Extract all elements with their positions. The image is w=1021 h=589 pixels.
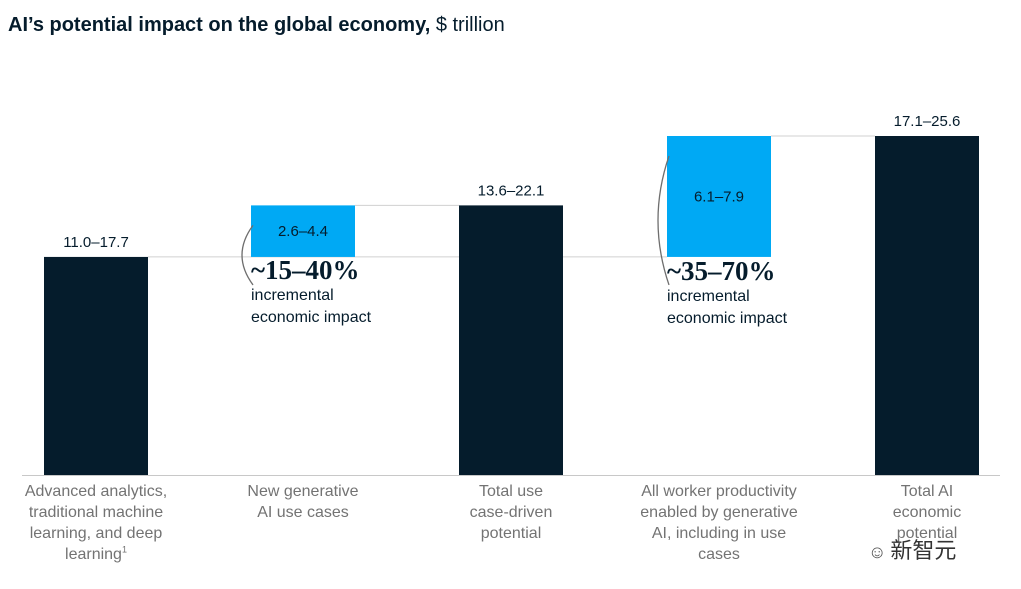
footnote-marker: 1 — [121, 544, 127, 555]
category-label-line: learning, and deep — [29, 525, 163, 542]
annotation-percent-0: ~15–40% — [251, 255, 360, 285]
value-label-3: 6.1–7.9 — [694, 188, 744, 205]
bar-3 — [667, 136, 771, 257]
category-label-line: case-driven — [469, 504, 553, 521]
category-label-4: Total AI economic potential — [837, 481, 1017, 544]
annotation-line1-1: incremental — [667, 288, 750, 305]
chart-title: AI’s potential impact on the global econ… — [8, 14, 505, 37]
annotation-brace-0 — [241, 224, 254, 286]
value-label-4: 17.1–25.6 — [894, 113, 961, 130]
category-label-0: Advanced analytics, traditional machine le… — [6, 481, 186, 565]
value-label-2: 13.6–22.1 — [478, 182, 545, 199]
watermark: ☺ 新智元 — [868, 533, 956, 565]
bar-2 — [459, 205, 563, 475]
category-label-line: AI use cases — [257, 504, 349, 521]
chart-title-unit: $ trillion — [430, 14, 505, 36]
category-label-line: All worker productivity — [641, 483, 797, 500]
category-label-line: economic — [892, 504, 962, 521]
annotation-line1-0: incremental — [251, 287, 334, 304]
category-label-line: AI, including in use — [651, 525, 787, 542]
value-label-0: 11.0–17.7 — [63, 234, 129, 251]
annotation-line2-1: economic impact — [667, 310, 788, 327]
category-label-3: All worker productivity enabled by genera… — [629, 481, 809, 565]
category-label-line: traditional machine — [28, 504, 164, 521]
category-label-line: New generative — [247, 483, 359, 500]
category-label-line: cases — [698, 546, 740, 563]
category-label-line: enabled by generative — [640, 504, 798, 521]
watermark-text: 新智元 — [890, 538, 957, 563]
chart-title-main: AI’s potential impact on the global econ… — [8, 14, 431, 36]
category-label-1: New generative AI use cases — [213, 481, 393, 523]
bar-4 — [875, 136, 979, 475]
annotation-brace-1 — [657, 155, 670, 286]
category-label-line: Advanced analytics, — [24, 483, 168, 500]
category-label-line: Total use — [478, 483, 544, 500]
category-label-line: Total AI — [900, 483, 954, 500]
bar-0 — [44, 256, 148, 475]
annotation-line2-0: economic impact — [251, 309, 372, 326]
bar-1 — [251, 205, 355, 257]
category-label-line: learning1 — [65, 544, 127, 563]
category-label-line: potential — [896, 525, 958, 542]
category-label-line: potential — [480, 525, 542, 542]
wechat-icon: ☺ — [868, 542, 887, 562]
category-label-2: Total use case-driven potential — [421, 481, 601, 544]
annotation-percent-1: ~35–70% — [667, 256, 776, 286]
value-label-1: 2.6–4.4 — [278, 223, 328, 240]
